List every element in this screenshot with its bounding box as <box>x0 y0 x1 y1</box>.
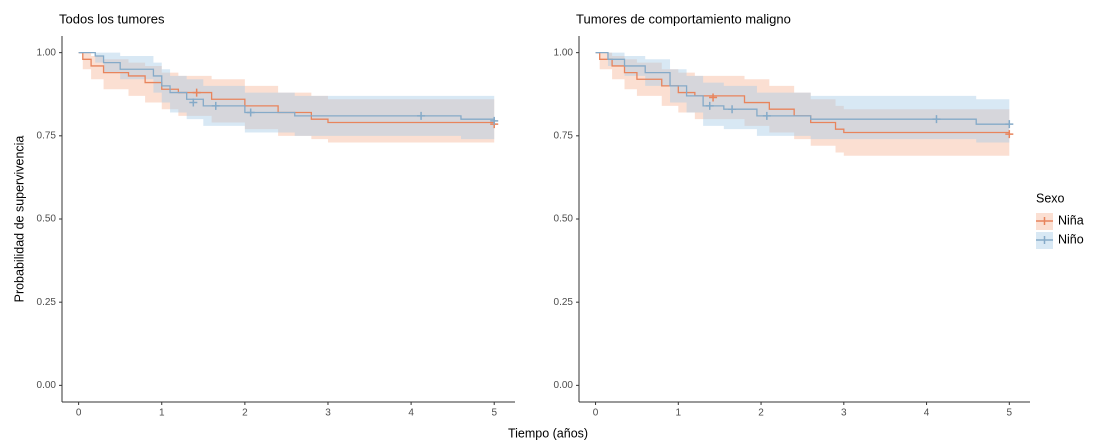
x-tick-label: 3 <box>841 408 847 419</box>
confidence-band <box>78 52 495 143</box>
y-tick-label: 0.00 <box>554 380 574 391</box>
legend-label: Niña <box>1058 213 1084 227</box>
y-tick-label: 0.25 <box>37 297 57 308</box>
confidence-band <box>595 52 1010 146</box>
y-axis-title: Probabilidad de supervivencia <box>12 136 26 303</box>
y-tick-label: 0.75 <box>554 130 574 141</box>
censor-mark <box>192 88 201 97</box>
censor-mark <box>728 105 737 114</box>
x-tick-label: 0 <box>593 408 599 419</box>
y-tick-label: 1.00 <box>37 47 57 58</box>
censor-mark <box>1005 120 1014 129</box>
censor-mark <box>932 115 941 124</box>
legend-label: Niño <box>1058 232 1084 246</box>
censor-mark <box>705 101 714 110</box>
x-tick-label: 5 <box>1007 408 1013 419</box>
x-tick-label: 1 <box>159 408 165 419</box>
censor-mark <box>246 108 255 117</box>
y-tick-label: 0.25 <box>554 297 574 308</box>
y-tick-label: 0.50 <box>37 214 57 225</box>
censor-mark <box>211 101 220 110</box>
x-axis-title: Tiempo (años) <box>508 426 588 440</box>
censor-mark <box>417 111 426 120</box>
panel-title: Todos los tumores <box>59 11 165 26</box>
y-tick-label: 0.50 <box>554 214 574 225</box>
x-tick-label: 0 <box>76 408 82 419</box>
x-tick-label: 4 <box>924 408 930 419</box>
legend-symbol <box>1036 236 1053 244</box>
censor-mark <box>490 116 499 125</box>
x-tick-label: 3 <box>325 408 331 419</box>
x-tick-label: 2 <box>758 408 764 419</box>
censor-mark <box>1005 130 1014 139</box>
survival-line <box>78 51 495 125</box>
y-tick-label: 0.75 <box>37 130 57 141</box>
censor-mark <box>189 98 198 107</box>
censor-mark <box>762 111 771 120</box>
y-tick-label: 0.00 <box>37 380 57 391</box>
legend-title: Sexo <box>1036 191 1065 205</box>
censor-mark <box>709 93 718 102</box>
legend-symbol <box>1036 217 1053 225</box>
y-tick-label: 1.00 <box>554 47 574 58</box>
confidence-band <box>595 52 1010 156</box>
survival-line <box>595 51 1010 125</box>
x-tick-label: 4 <box>408 408 414 419</box>
panel-title: Tumores de comportamiento maligno <box>576 11 791 26</box>
x-tick-label: 1 <box>676 408 682 419</box>
x-tick-label: 5 <box>491 408 497 419</box>
survival-line <box>78 51 495 121</box>
x-tick-label: 2 <box>242 408 248 419</box>
